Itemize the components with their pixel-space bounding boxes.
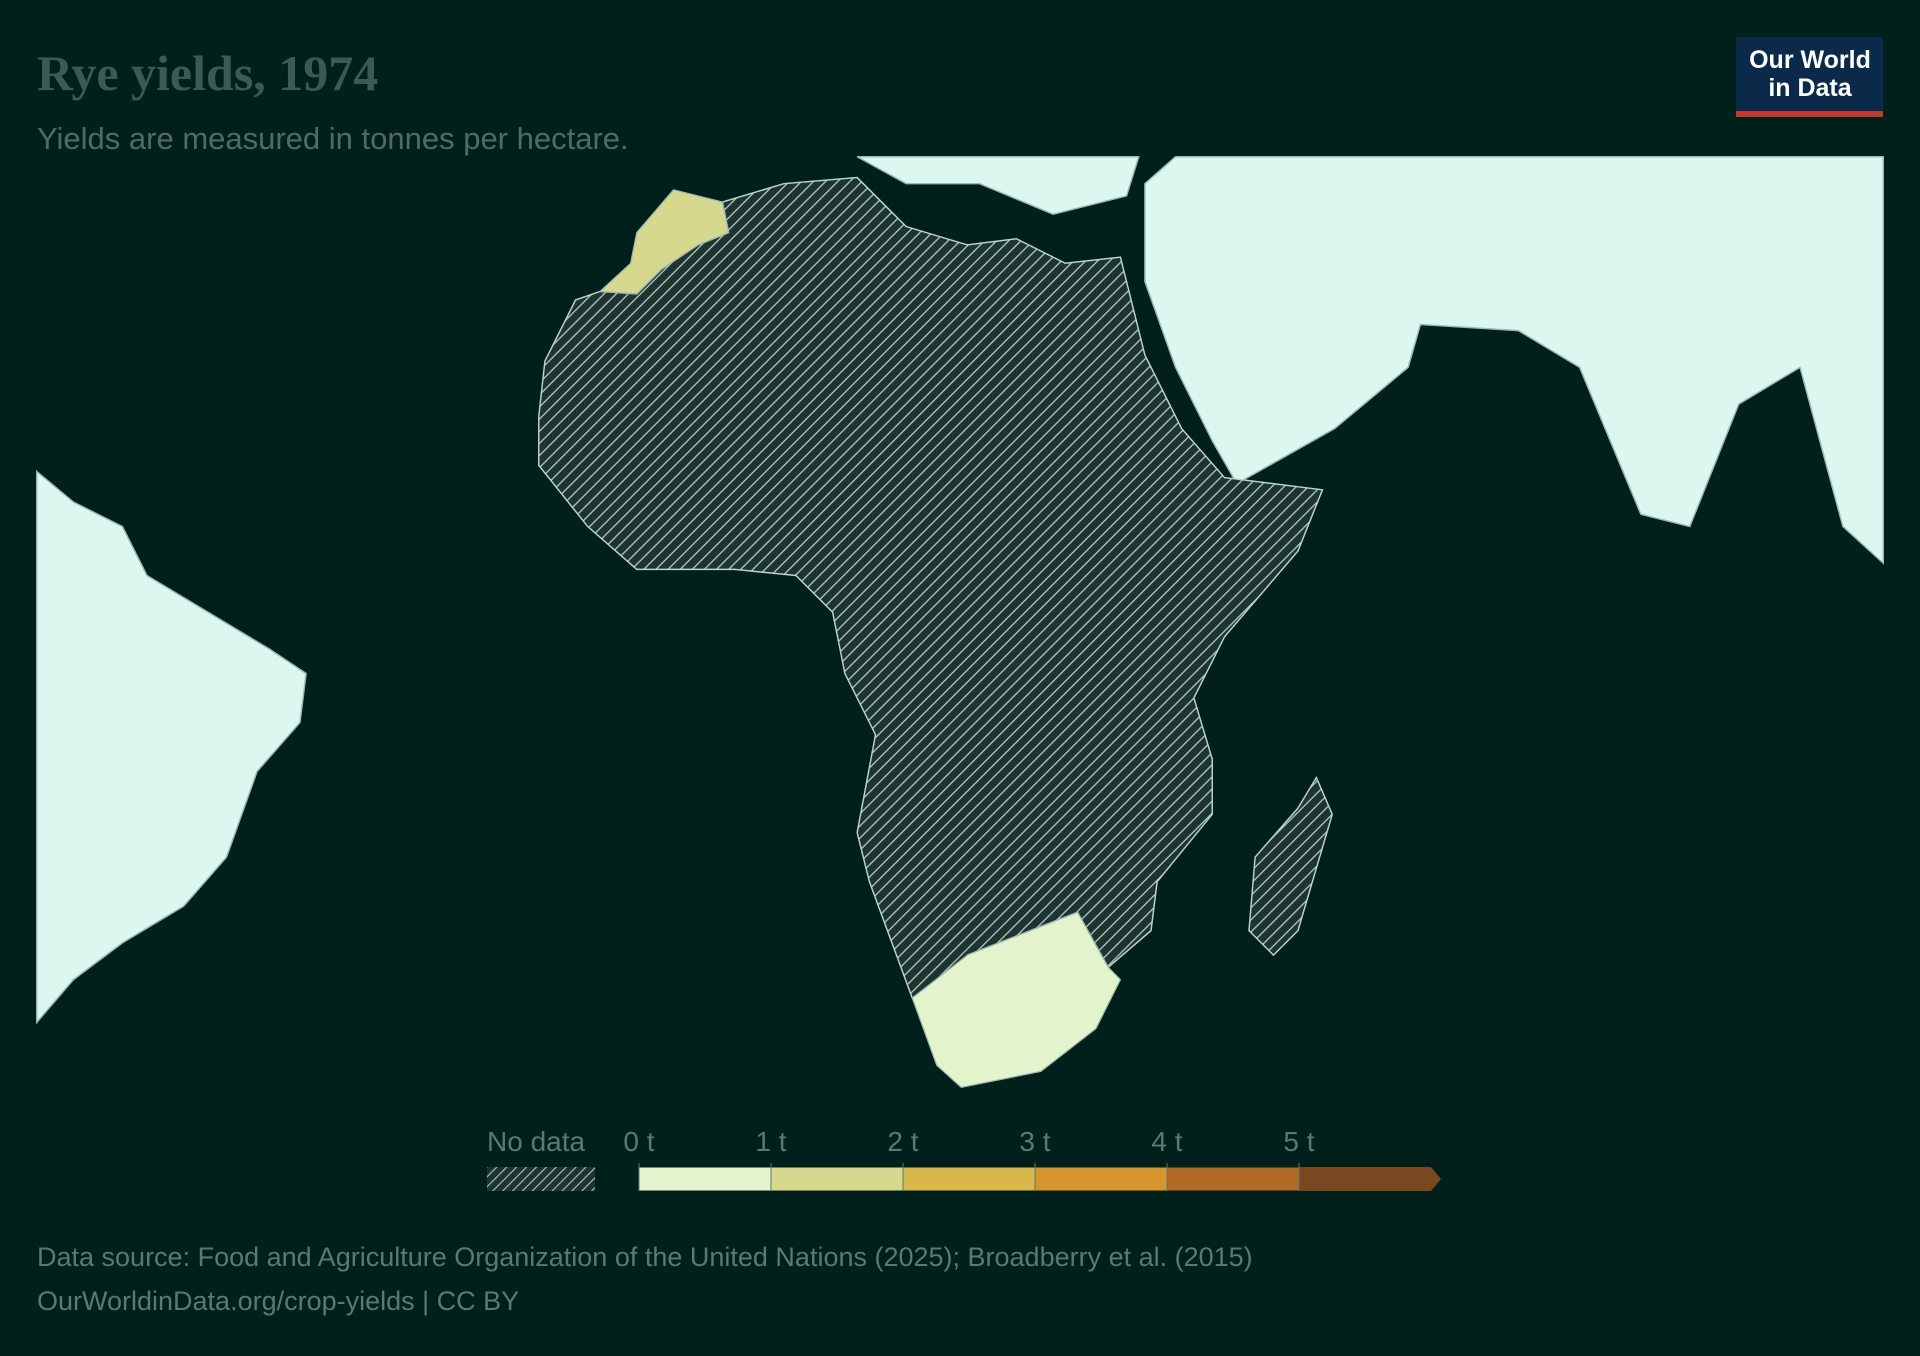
logo-text[interactable]: Our World xyxy=(1749,46,1871,74)
madagascar[interactable] xyxy=(1248,775,1334,957)
map xyxy=(36,156,1885,1089)
scale-tick-label: 2 t xyxy=(887,1126,918,1157)
scale-bin xyxy=(1034,1166,1168,1192)
scale-tick-label: 5 t xyxy=(1283,1126,1314,1157)
morocco[interactable] xyxy=(598,189,730,295)
no-data-label: No data xyxy=(487,1126,585,1157)
europe[interactable] xyxy=(856,156,1140,216)
title: Rye yields, 1974 xyxy=(37,45,378,101)
scale-tick-label: 1 t xyxy=(755,1126,786,1157)
subtitle: Yields are measured in tonnes per hectar… xyxy=(37,121,629,156)
scale-bin-open xyxy=(1299,1167,1441,1191)
logo-text[interactable]: in Data xyxy=(1768,74,1852,102)
scale-tick-label: 4 t xyxy=(1151,1126,1182,1157)
no-data-swatch xyxy=(487,1167,595,1191)
scale-tick-label: 0 t xyxy=(623,1126,654,1157)
scale-bin xyxy=(638,1166,772,1192)
source: Data source: Food and Agriculture Organi… xyxy=(37,1242,1253,1272)
scale-bin xyxy=(1166,1166,1300,1192)
scale-tick-label: 3 t xyxy=(1019,1126,1050,1157)
asia[interactable] xyxy=(1144,156,1885,565)
logo-box[interactable] xyxy=(1736,37,1883,113)
color-scale: 0 t 1 t 2 t 3 t 4 t 5 t xyxy=(623,1126,1441,1192)
scale-bin xyxy=(902,1166,1036,1192)
scale-bin xyxy=(770,1166,904,1192)
brazil[interactable] xyxy=(36,469,307,1025)
logo-bar xyxy=(1736,111,1883,117)
logo[interactable]: Our World in Data xyxy=(1736,37,1883,117)
south-africa[interactable] xyxy=(911,911,1122,1089)
url: OurWorldinData.org/crop-yields | CC BY xyxy=(37,1286,519,1316)
